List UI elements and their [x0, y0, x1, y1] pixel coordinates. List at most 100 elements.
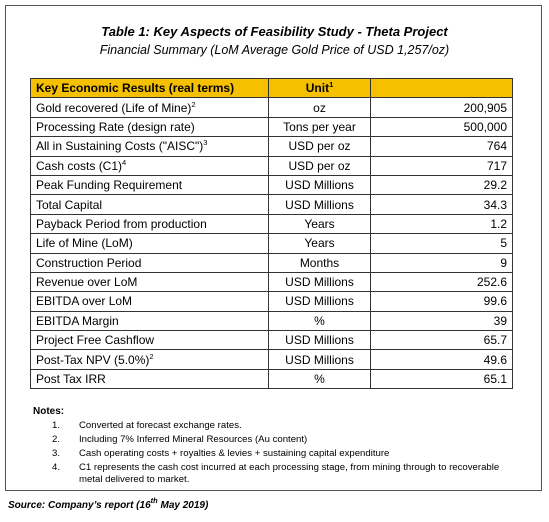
label: Revenue over LoM: [36, 275, 138, 290]
header-text: Key Economic Results (real terms): [36, 81, 235, 96]
unit: Years: [304, 236, 335, 251]
label: EBITDA over LoM: [36, 294, 133, 309]
value: 200,905: [463, 100, 507, 115]
value-cell: 34.3: [370, 194, 513, 215]
label: Total Capital: [36, 197, 103, 212]
unit: USD per oz: [288, 139, 351, 154]
value-cell: 99.6: [370, 291, 513, 312]
unit: Years: [304, 216, 335, 231]
header-cell: [370, 77, 513, 99]
unit: USD Millions: [285, 294, 354, 309]
note-text: Converted at forecast exchange rates.: [79, 420, 242, 431]
value: 29.2: [483, 178, 507, 193]
unit-cell: %: [268, 310, 371, 332]
note-number: 3.: [51, 448, 60, 459]
table-row: Post-Tax NPV (5.0%)2 USD Millions 49.6: [30, 349, 513, 370]
table-row: Cash costs (C1)4 USD per oz 717: [30, 155, 513, 176]
subtitle: Financial Summary (LoM Average Gold Pric…: [99, 43, 450, 57]
header-row: Key Economic Results (real terms) Unit1: [30, 77, 513, 99]
unit-cell: Years: [268, 233, 371, 254]
value-cell: 500,000: [370, 116, 513, 138]
table-row: Gold recovered (Life of Mine)2 oz 200,905: [30, 97, 513, 118]
table-row: Total Capital USD Millions 34.3: [30, 194, 513, 215]
unit-cell: USD Millions: [268, 174, 371, 196]
unit-cell: oz: [268, 97, 371, 118]
label-cell: Cash costs (C1)4: [30, 155, 269, 176]
unit: USD Millions: [285, 352, 354, 367]
note-number: 1.: [51, 420, 60, 431]
value: 49.6: [483, 352, 507, 367]
unit-cell: USD Millions: [268, 194, 371, 215]
label: Processing Rate (design rate): [36, 119, 195, 134]
note: 1. Converted at forecast exchange rates.: [33, 420, 523, 432]
unit-cell: USD Millions: [268, 330, 371, 351]
label-cell: Payback Period from production: [30, 213, 269, 235]
label: EBITDA Margin: [36, 313, 119, 328]
table-row: Post Tax IRR% 65.1: [30, 368, 513, 390]
unit-cell: Years: [268, 213, 371, 235]
note-number: 4.: [51, 462, 60, 473]
value: 65.1: [483, 372, 507, 387]
title: Table 1: Key Aspects of Feasibility Stud…: [101, 24, 448, 39]
value: 65.7: [483, 333, 507, 348]
table-row: Project Free Cashflow USD Millions 65.7: [30, 330, 513, 351]
value-cell: 65.1: [370, 368, 513, 390]
superscript: 3: [203, 138, 208, 148]
unit-cell: %: [268, 368, 371, 390]
value-cell: 1.2: [370, 213, 513, 235]
label: All in Sustaining Costs ("AISC"): [36, 139, 204, 154]
unit: Tons per year: [283, 119, 356, 134]
table-row: Payback Period from production Years 1.2: [30, 213, 513, 235]
label-cell: All in Sustaining Costs ("AISC")3: [30, 136, 269, 157]
table-row: Peak Funding Requirement USD Millions 29.2: [30, 174, 513, 196]
value-cell: 200,905: [370, 97, 513, 118]
unit-cell: USD Millions: [268, 349, 371, 370]
header-cell: Key Economic Results (real terms): [30, 77, 269, 99]
label: Payback Period from production: [36, 216, 207, 231]
label-cell: Project Free Cashflow: [30, 330, 269, 351]
unit-cell: USD per oz: [268, 136, 371, 157]
value: 764: [486, 139, 507, 154]
superscript: 2: [149, 351, 154, 361]
unit: USD per oz: [288, 158, 351, 173]
value-cell: 252.6: [370, 271, 513, 293]
source-text: Source: Company’s report (16: [8, 500, 151, 511]
superscript: 2: [191, 99, 196, 109]
label-cell: Revenue over LoM: [30, 271, 269, 293]
label-cell: Construction Period: [30, 252, 269, 273]
header-cell: Unit1: [268, 77, 371, 99]
value: 9: [500, 255, 507, 270]
note-text: Including 7% Inferred Mineral Resources …: [79, 434, 308, 445]
note-text: C1 represents the cash cost incurred at …: [79, 462, 500, 485]
value: 99.6: [483, 294, 507, 309]
unit-cell: USD Millions: [268, 291, 371, 312]
value-cell: 65.7: [370, 330, 513, 351]
label: Construction Period: [36, 255, 142, 270]
superscript: 4: [122, 157, 127, 167]
label: Peak Funding Requirement: [36, 178, 183, 193]
label-cell: EBITDA Margin: [30, 310, 269, 332]
value: 252.6: [476, 275, 507, 290]
notes-title: Notes:: [33, 406, 65, 417]
value: 34.3: [483, 197, 507, 212]
label: Post Tax IRR: [36, 372, 106, 387]
label: Post-Tax NPV (5.0%): [36, 352, 150, 367]
table-row: EBITDA Margin% 39: [30, 310, 513, 332]
table-body: Gold recovered (Life of Mine)2 oz 200,905 P…: [30, 97, 513, 390]
value-cell: 5: [370, 233, 513, 254]
unit: USD Millions: [285, 275, 354, 290]
source: Source: Company’s report (16th May 2019): [8, 497, 208, 511]
label: Gold recovered (Life of Mine): [36, 100, 192, 115]
value-cell: 49.6: [370, 349, 513, 370]
value-cell: 29.2: [370, 174, 513, 196]
unit: %: [314, 372, 325, 387]
superscript: th: [150, 496, 158, 505]
value-cell: 764: [370, 136, 513, 157]
table-row: All in Sustaining Costs ("AISC")3 USD per…: [30, 136, 513, 157]
label-cell: Life of Mine (LoM): [30, 233, 269, 254]
notes: 1. Converted at forecast exchange rates. 2…: [33, 420, 523, 488]
label-cell: EBITDA over LoM: [30, 291, 269, 312]
unit-cell: USD per oz: [268, 155, 371, 176]
label-cell: Total Capital: [30, 194, 269, 215]
